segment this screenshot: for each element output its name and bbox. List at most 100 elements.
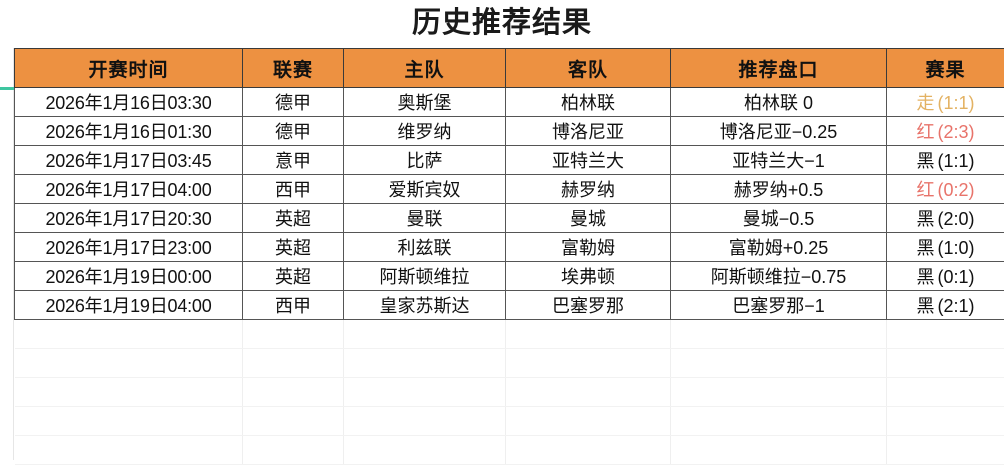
column-header-handicap[interactable]: 推荐盘口 xyxy=(671,49,887,88)
empty-cell[interactable] xyxy=(671,349,887,378)
empty-sheet-row[interactable] xyxy=(15,320,1004,349)
cell-result[interactable]: 黑(1:1) xyxy=(887,146,1004,175)
cell-league[interactable]: 西甲 xyxy=(243,175,344,204)
cell-home-team[interactable]: 利兹联 xyxy=(344,233,506,262)
cell-match-time[interactable]: 2026年1月17日23:00 xyxy=(15,233,243,262)
cell-match-time[interactable]: 2026年1月16日03:30 xyxy=(15,88,243,117)
empty-cell[interactable] xyxy=(506,407,671,436)
cell-result[interactable]: 黑(2:0) xyxy=(887,204,1004,233)
empty-cell[interactable] xyxy=(671,436,887,465)
cell-home-team[interactable]: 曼联 xyxy=(344,204,506,233)
cell-result[interactable]: 红(0:2) xyxy=(887,175,1004,204)
empty-cell[interactable] xyxy=(243,407,344,436)
empty-cell[interactable] xyxy=(506,436,671,465)
cell-handicap[interactable]: 巴塞罗那−1 xyxy=(671,291,887,320)
cell-league[interactable]: 西甲 xyxy=(243,291,344,320)
cell-result[interactable]: 黑(1:0) xyxy=(887,233,1004,262)
empty-cell[interactable] xyxy=(243,349,344,378)
empty-cell[interactable] xyxy=(243,436,344,465)
empty-cell[interactable] xyxy=(671,320,887,349)
empty-cell[interactable] xyxy=(344,407,506,436)
cell-match-time[interactable]: 2026年1月17日03:45 xyxy=(15,146,243,175)
column-header-away[interactable]: 客队 xyxy=(506,49,671,88)
result-label: 黑 xyxy=(916,151,934,171)
empty-cell[interactable] xyxy=(344,436,506,465)
cell-match-time[interactable]: 2026年1月19日04:00 xyxy=(15,291,243,320)
cell-match-time[interactable]: 2026年1月17日04:00 xyxy=(15,175,243,204)
column-header-home[interactable]: 主队 xyxy=(344,49,506,88)
cell-home-team[interactable]: 维罗纳 xyxy=(344,117,506,146)
cell-league[interactable]: 德甲 xyxy=(243,88,344,117)
cell-away-team[interactable]: 埃弗顿 xyxy=(506,262,671,291)
empty-cell[interactable] xyxy=(15,407,243,436)
cell-away-team[interactable]: 巴塞罗那 xyxy=(506,291,671,320)
cell-away-team[interactable]: 柏林联 xyxy=(506,88,671,117)
empty-cell[interactable] xyxy=(506,349,671,378)
cell-league[interactable]: 意甲 xyxy=(243,146,344,175)
empty-cell[interactable] xyxy=(506,320,671,349)
cell-match-time[interactable]: 2026年1月19日00:00 xyxy=(15,262,243,291)
result-label: 红 xyxy=(916,122,934,142)
cell-home-team[interactable]: 阿斯顿维拉 xyxy=(344,262,506,291)
empty-cell[interactable] xyxy=(15,436,243,465)
empty-cell[interactable] xyxy=(506,378,671,407)
empty-sheet-row[interactable] xyxy=(15,436,1004,465)
column-header-league[interactable]: 联赛 xyxy=(243,49,344,88)
empty-cell[interactable] xyxy=(887,320,1004,349)
empty-sheet-row[interactable] xyxy=(15,349,1004,378)
empty-cell[interactable] xyxy=(15,349,243,378)
cell-league[interactable]: 英超 xyxy=(243,204,344,233)
empty-cell[interactable] xyxy=(887,349,1004,378)
cell-handicap[interactable]: 富勒姆+0.25 xyxy=(671,233,887,262)
empty-cell[interactable] xyxy=(671,407,887,436)
cell-handicap[interactable]: 赫罗纳+0.5 xyxy=(671,175,887,204)
empty-cell[interactable] xyxy=(887,378,1004,407)
cell-match-time[interactable]: 2026年1月17日20:30 xyxy=(15,204,243,233)
cell-away-team[interactable]: 富勒姆 xyxy=(506,233,671,262)
cell-away-team[interactable]: 赫罗纳 xyxy=(506,175,671,204)
cell-home-team[interactable]: 奥斯堡 xyxy=(344,88,506,117)
empty-cell[interactable] xyxy=(344,378,506,407)
empty-cell[interactable] xyxy=(15,378,243,407)
cell-result[interactable]: 红(2:3) xyxy=(887,117,1004,146)
empty-sheet-row[interactable] xyxy=(15,378,1004,407)
cell-league[interactable]: 英超 xyxy=(243,233,344,262)
empty-cell[interactable] xyxy=(344,320,506,349)
column-header-result[interactable]: 赛果 xyxy=(887,49,1004,88)
cell-match-time[interactable]: 2026年1月16日01:30 xyxy=(15,117,243,146)
cell-handicap[interactable]: 博洛尼亚−0.25 xyxy=(671,117,887,146)
column-header-time[interactable]: 开赛时间 xyxy=(15,49,243,88)
cell-away-team[interactable]: 亚特兰大 xyxy=(506,146,671,175)
empty-cell[interactable] xyxy=(671,378,887,407)
cell-result[interactable]: 黑(2:1) xyxy=(887,291,1004,320)
empty-sheet-row[interactable] xyxy=(15,407,1004,436)
cell-home-team[interactable]: 爱斯宾奴 xyxy=(344,175,506,204)
empty-cell[interactable] xyxy=(243,320,344,349)
cell-result[interactable]: 黑(0:1) xyxy=(887,262,1004,291)
cell-home-team[interactable]: 皇家苏斯达 xyxy=(344,291,506,320)
empty-cell[interactable] xyxy=(243,378,344,407)
empty-cell[interactable] xyxy=(887,436,1004,465)
empty-cell[interactable] xyxy=(344,349,506,378)
cell-handicap[interactable]: 柏林联 0 xyxy=(671,88,887,117)
cell-result[interactable]: 走(1:1) xyxy=(887,88,1004,117)
cell-league[interactable]: 德甲 xyxy=(243,117,344,146)
cell-handicap[interactable]: 亚特兰大−1 xyxy=(671,146,887,175)
result-badge: 黑(2:0) xyxy=(916,205,974,231)
cell-league[interactable]: 英超 xyxy=(243,262,344,291)
cell-away-team[interactable]: 曼城 xyxy=(506,204,671,233)
cell-handicap[interactable]: 阿斯顿维拉−0.75 xyxy=(671,262,887,291)
cell-home-team[interactable]: 比萨 xyxy=(344,146,506,175)
cell-handicap[interactable]: 曼城−0.5 xyxy=(671,204,887,233)
empty-cell[interactable] xyxy=(887,407,1004,436)
cell-away-team[interactable]: 博洛尼亚 xyxy=(506,117,671,146)
empty-cell[interactable] xyxy=(15,320,243,349)
